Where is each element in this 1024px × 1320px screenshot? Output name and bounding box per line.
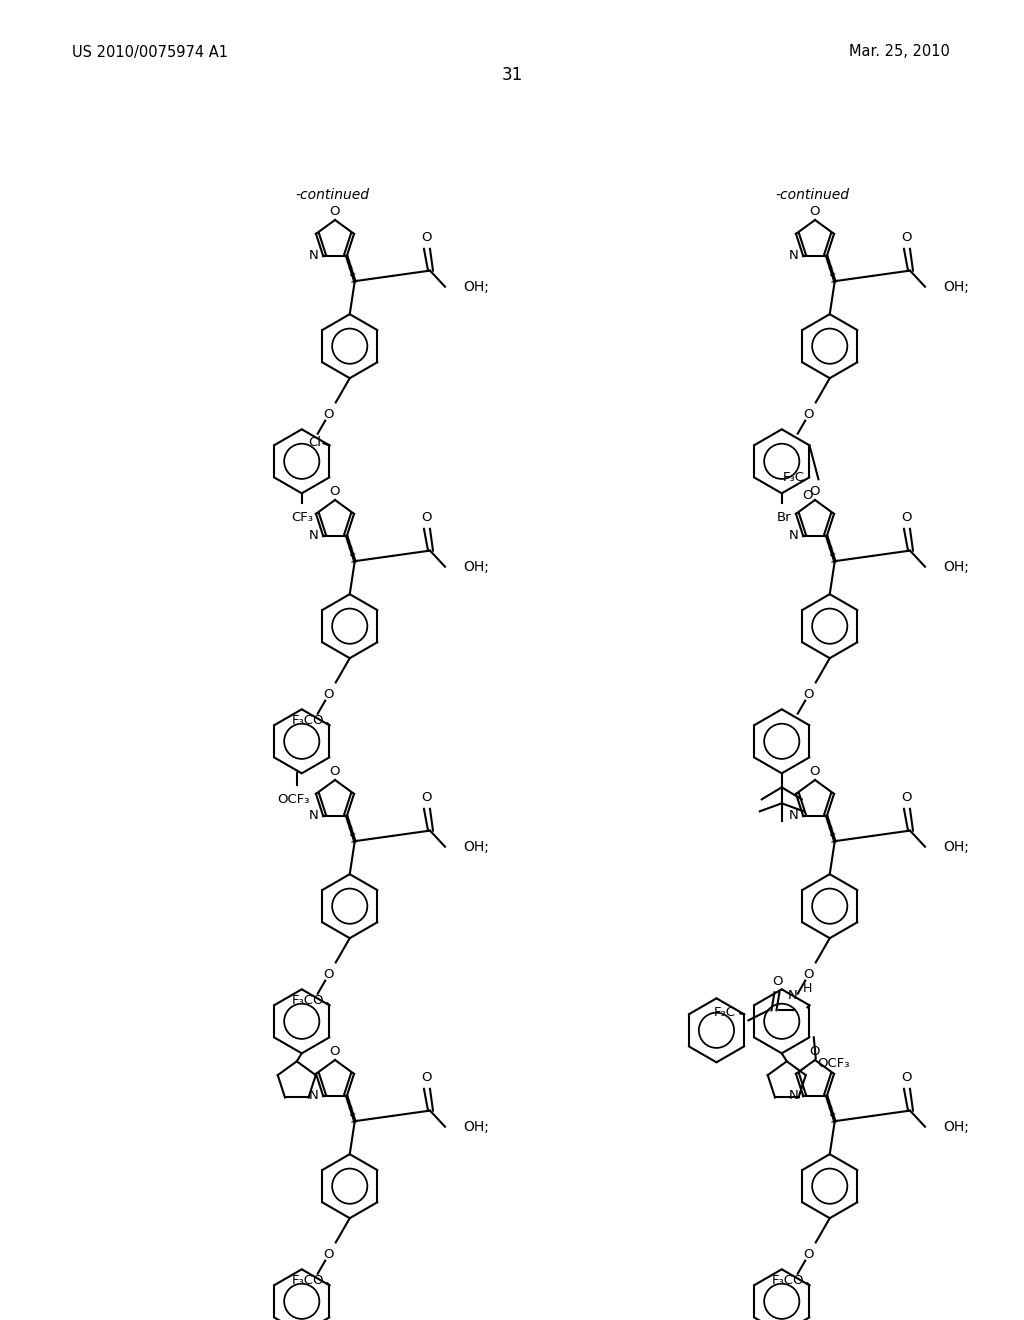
Text: O: O [804, 1247, 814, 1261]
Text: OH;: OH; [943, 560, 969, 574]
Text: OH;: OH; [463, 560, 488, 574]
Text: N: N [308, 809, 318, 821]
Text: Mar. 25, 2010: Mar. 25, 2010 [849, 45, 950, 59]
Text: -continued: -continued [295, 187, 369, 202]
Text: N: N [308, 248, 318, 261]
Text: N: N [787, 989, 798, 1002]
Text: F₃CO: F₃CO [292, 1274, 325, 1287]
Text: O: O [902, 511, 912, 524]
Text: F₃CO: F₃CO [772, 1274, 805, 1287]
Text: OH;: OH; [463, 840, 488, 854]
Text: O: O [330, 1045, 340, 1059]
Text: N: N [788, 248, 799, 261]
Text: OCF₃: OCF₃ [278, 793, 310, 807]
Text: N: N [308, 529, 318, 541]
Text: O: O [804, 408, 814, 421]
Text: N: N [788, 1089, 799, 1102]
Text: Br: Br [776, 511, 792, 524]
Text: OH;: OH; [463, 1119, 488, 1134]
Text: OH;: OH; [943, 1119, 969, 1134]
Text: OH;: OH; [943, 280, 969, 293]
Text: OH;: OH; [463, 280, 488, 293]
Text: O: O [422, 1071, 432, 1084]
Text: O: O [422, 791, 432, 804]
Text: O: O [324, 968, 334, 981]
Text: O: O [802, 490, 813, 503]
Text: -continued: -continued [775, 187, 849, 202]
Text: O: O [422, 511, 432, 524]
Text: O: O [810, 766, 820, 777]
Text: O: O [804, 968, 814, 981]
Text: C(CH₃)₃: C(CH₃)₃ [756, 803, 760, 804]
Text: O: O [810, 484, 820, 498]
Text: O: O [324, 688, 334, 701]
Text: O: O [324, 408, 334, 421]
Text: F₃C: F₃C [714, 1006, 736, 1019]
Text: N: N [788, 809, 799, 821]
Text: O: O [324, 1247, 334, 1261]
Text: F₃CO: F₃CO [292, 714, 325, 727]
Text: F₃C: F₃C [782, 471, 805, 484]
Text: US 2010/0075974 A1: US 2010/0075974 A1 [72, 45, 228, 59]
Text: O: O [902, 791, 912, 804]
Text: OH;: OH; [943, 840, 969, 854]
Text: O: O [422, 231, 432, 244]
Text: O: O [902, 1071, 912, 1084]
Text: CF₃: CF₃ [291, 511, 312, 524]
Text: O: O [330, 484, 340, 498]
Text: O: O [810, 205, 820, 218]
Text: OCF₃: OCF₃ [817, 1057, 849, 1069]
Text: O: O [330, 766, 340, 777]
Text: 31: 31 [502, 66, 522, 84]
Text: O: O [772, 975, 782, 989]
Text: O: O [902, 231, 912, 244]
Text: N: N [788, 529, 799, 541]
Text: N: N [308, 1089, 318, 1102]
Text: F₃CO: F₃CO [292, 994, 325, 1007]
Text: O: O [810, 1045, 820, 1059]
Text: Cl: Cl [308, 436, 322, 449]
Text: O: O [804, 688, 814, 701]
Text: H: H [803, 982, 812, 995]
Text: O: O [330, 205, 340, 218]
